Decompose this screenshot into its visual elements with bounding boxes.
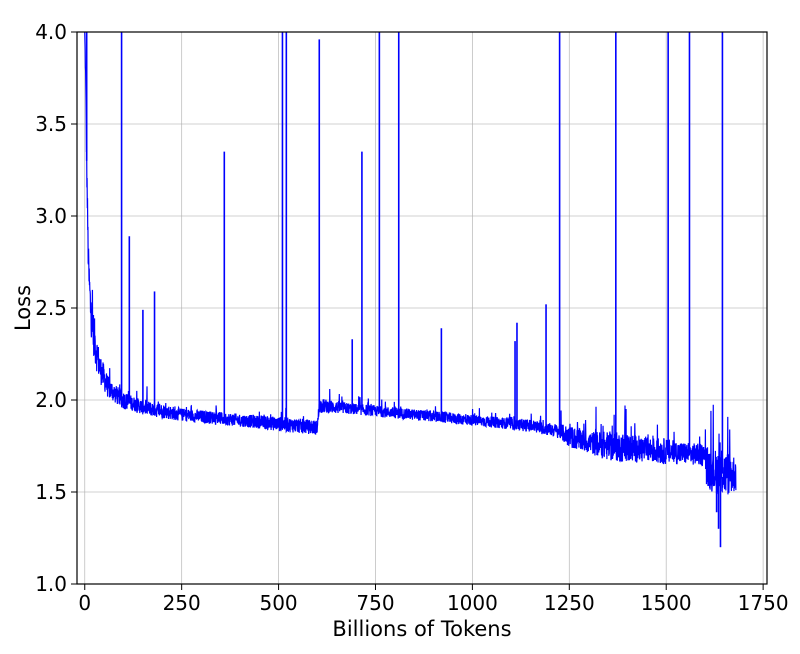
x-tick-label: 1000 [447, 591, 498, 615]
ticks-layer: 0 250 500 750 1000 1250 1500 1750 1.0 1.5 2.0 2.5 3.… [35, 20, 788, 615]
y-tick-label: 3.5 [35, 112, 67, 136]
x-tick-label: 0 [78, 591, 91, 615]
y-tick-label: 3.0 [35, 204, 67, 228]
y-tick-label: 1.0 [35, 572, 67, 596]
data-layer [84, 31, 737, 548]
y-tick-label: 4.0 [35, 20, 67, 44]
x-tick-label: 750 [356, 591, 394, 615]
grid-layer [77, 31, 767, 585]
y-tick-label: 1.5 [35, 480, 67, 504]
loss-series-line [84, 31, 737, 495]
y-axis-label: Loss [11, 285, 35, 331]
y-tick-label: 2.5 [35, 296, 67, 320]
x-tick-label: 1750 [738, 591, 789, 615]
x-tick-label: 1500 [641, 591, 692, 615]
x-tick-label: 1250 [544, 591, 595, 615]
x-tick-label: 500 [259, 591, 297, 615]
x-axis-label: Billions of Tokens [332, 617, 511, 641]
x-tick-label: 250 [163, 591, 201, 615]
y-tick-label: 2.0 [35, 388, 67, 412]
